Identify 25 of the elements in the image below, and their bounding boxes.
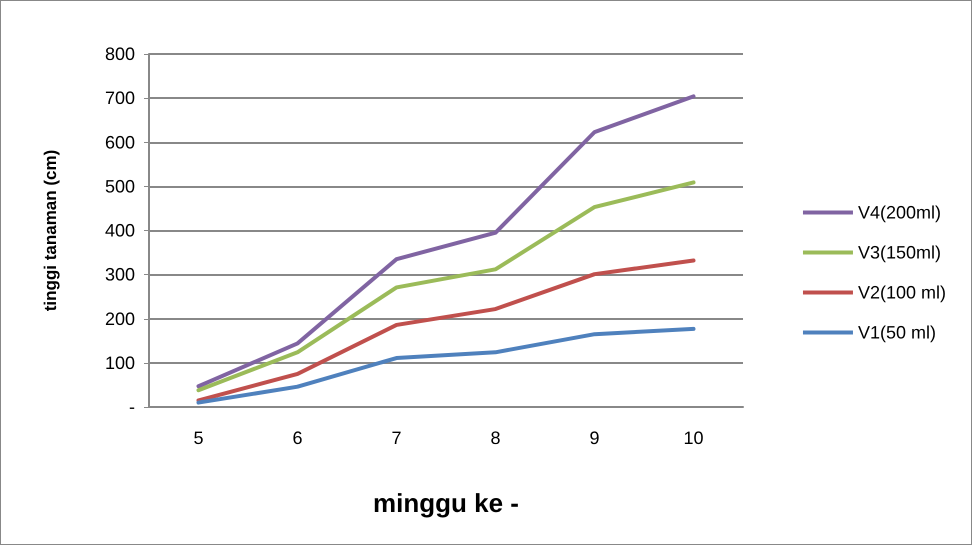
x-tick-label: 10 [683, 428, 704, 448]
y-tick-label: 500 [104, 176, 135, 196]
line-series [196, 180, 696, 392]
line-series [196, 326, 696, 405]
legend-label: V1(50 ml) [858, 322, 936, 342]
y-tick-label: 200 [104, 308, 135, 329]
x-axis-title: minggu ke - [373, 488, 519, 518]
y-tick-label: 600 [104, 132, 135, 152]
line-series [196, 258, 696, 402]
x-tick-label: 9 [589, 428, 600, 448]
x-tick-label: 5 [193, 428, 204, 448]
y-tick-label: 100 [104, 352, 135, 373]
x-tick-label: 6 [292, 428, 303, 448]
y-tick-label: 400 [104, 220, 135, 240]
legend-label: V2(100 ml) [858, 282, 946, 302]
y-tick-label: 700 [104, 88, 135, 108]
y-axis-title: tinggi tanaman (cm) [41, 150, 60, 312]
legend-label: V3(150ml) [858, 242, 941, 262]
x-tick-label: 7 [391, 428, 402, 448]
y-tick-label: 300 [104, 264, 135, 285]
x-tick-label: 8 [490, 428, 501, 448]
legend-label: V4(200ml) [858, 202, 941, 222]
y-tick-label: - [129, 397, 135, 417]
line-series [196, 94, 696, 388]
y-tick-label: 800 [104, 44, 135, 64]
